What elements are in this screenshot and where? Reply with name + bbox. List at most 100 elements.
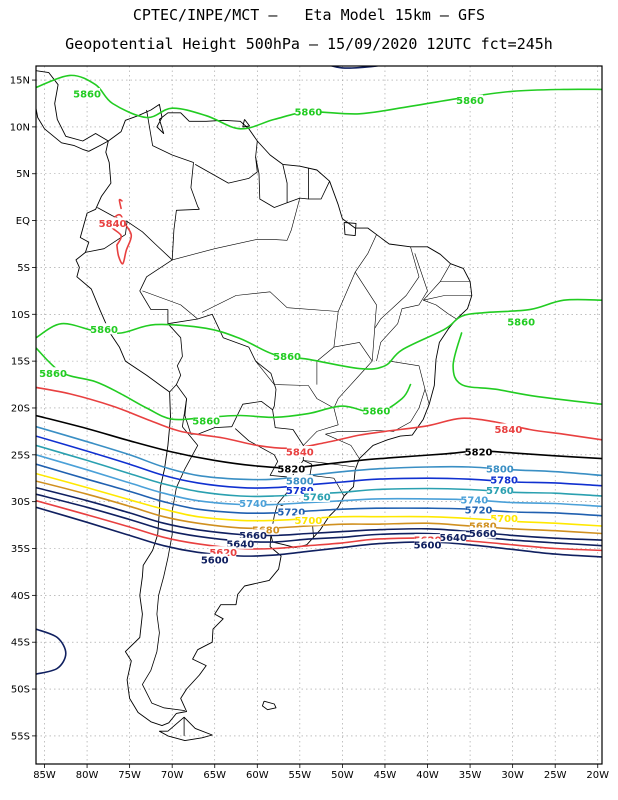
lat-tick-label: 25S — [11, 450, 30, 461]
lon-tick-label: 20W — [586, 770, 609, 781]
contour-label-bg — [91, 323, 118, 335]
state-border — [325, 433, 360, 459]
contour-label-5760: 5760 — [303, 492, 331, 503]
state-border — [423, 295, 472, 301]
lon-tick-label: 40W — [416, 770, 439, 781]
lat-tick-label: 15N — [10, 76, 30, 87]
contour-label-5660: 5660 — [469, 529, 497, 540]
contour-5860 — [36, 74, 602, 130]
state-border — [354, 271, 377, 362]
contour-label-5860: 5860 — [73, 90, 101, 101]
contour-label-5800: 5800 — [286, 477, 314, 488]
contour-label-5860: 5860 — [294, 107, 322, 118]
contour-label-5640: 5640 — [439, 533, 467, 544]
contour-label-bg — [286, 446, 313, 458]
contour-label-5860: 5860 — [273, 352, 301, 363]
contour-5620 — [36, 499, 602, 552]
contour-label-bg — [363, 404, 390, 416]
contour-5600 — [329, 66, 383, 69]
coastline — [261, 700, 277, 711]
contour-label-bg — [252, 523, 279, 535]
contour-label-bg — [486, 484, 513, 496]
coastline — [158, 716, 213, 742]
contour-label-5600: 5600 — [414, 540, 442, 551]
contour-label-5800: 5800 — [486, 464, 514, 475]
country-border — [139, 259, 183, 393]
state-border — [423, 263, 457, 320]
country-border — [176, 384, 273, 435]
contour-5840 — [118, 198, 123, 210]
state-border — [172, 198, 301, 261]
lon-tick-label: 55W — [289, 770, 312, 781]
contour-label-5840: 5840 — [286, 448, 314, 459]
contour-label-5780: 5780 — [490, 476, 518, 487]
contour-5820 — [36, 414, 602, 469]
contour-label-bg — [469, 520, 496, 532]
lon-tick-label: 70W — [161, 770, 184, 781]
lon-tick-label: 60W — [246, 770, 269, 781]
contour-label-5860: 5860 — [90, 325, 118, 336]
country-border — [85, 207, 128, 253]
coastline — [36, 108, 109, 152]
contour-labels: 5860 5860 5860 5860 5860 5860 5860 5860 5860 5840… — [39, 88, 535, 566]
state-border — [376, 253, 428, 362]
contour-label-5640: 5640 — [226, 539, 254, 550]
country-border — [126, 221, 173, 261]
contour-label-5740: 5740 — [460, 495, 488, 506]
lat-tick-label: 40S — [11, 591, 30, 602]
axis-ticks: 85W 80W 75W 70W 65W 60W 55W 50W 45W 40W 35W 30W 25W 2… — [10, 76, 609, 781]
lat-tick-label: 20S — [11, 403, 30, 414]
contour-label-bg — [303, 490, 330, 502]
lat-tick-label: 15S — [11, 357, 30, 368]
contour-label-5860: 5860 — [39, 369, 67, 380]
state-border — [333, 342, 373, 409]
contour-label-bg — [414, 538, 441, 550]
contour-label-5840: 5840 — [494, 425, 522, 436]
contour-label-bg — [461, 493, 488, 505]
contour-label-bg — [491, 512, 518, 524]
state-border — [325, 360, 426, 435]
lon-tick-label: 45W — [374, 770, 397, 781]
country-border — [146, 109, 200, 210]
country-border — [167, 313, 277, 410]
lat-tick-label: 35S — [11, 544, 30, 555]
contour-label-5860: 5860 — [456, 96, 484, 107]
map-subtitle: Geopotential Height 500hPa – 15/09/2020 … — [65, 35, 553, 53]
contour-label-bg — [469, 527, 496, 539]
contour-5680 — [36, 480, 602, 535]
map-title: CPTEC/INPE/MCT – Eta Model 15km – GFS — [132, 6, 486, 24]
contour-label-bg — [201, 553, 228, 565]
contour-label-bg — [465, 446, 492, 458]
contour-5720 — [36, 463, 602, 517]
geography-layer — [36, 70, 473, 742]
lon-tick-label: 65W — [203, 770, 226, 781]
contour-label-bg — [193, 415, 220, 427]
country-border — [171, 208, 200, 260]
contour-label-bg — [491, 474, 518, 486]
contour-label-5600: 5600 — [201, 555, 229, 566]
graticule — [36, 66, 602, 764]
contour-label-5860: 5860 — [363, 406, 391, 417]
coastline — [36, 70, 109, 142]
country-border — [142, 398, 199, 711]
contour-5860 — [36, 298, 602, 370]
contour-label-bg — [227, 537, 254, 549]
lat-tick-label: EQ — [16, 216, 30, 227]
state-border — [255, 360, 339, 446]
contour-label-5700: 5700 — [490, 514, 518, 525]
lon-tick-label: 75W — [118, 770, 141, 781]
contour-layer — [36, 66, 602, 675]
contour-label-5720: 5720 — [277, 507, 305, 518]
country-border — [308, 181, 330, 200]
country-border — [195, 140, 258, 184]
contour-label-5620: 5620 — [209, 548, 237, 559]
contour-5740 — [36, 454, 602, 508]
contour-5860 — [36, 347, 412, 421]
country-border — [255, 156, 288, 208]
contour-label-bg — [274, 350, 301, 362]
contour-5600 — [36, 506, 602, 558]
lat-tick-label: 55S — [11, 731, 30, 742]
contour-label-bg — [74, 88, 101, 100]
contour-5840 — [36, 386, 602, 450]
